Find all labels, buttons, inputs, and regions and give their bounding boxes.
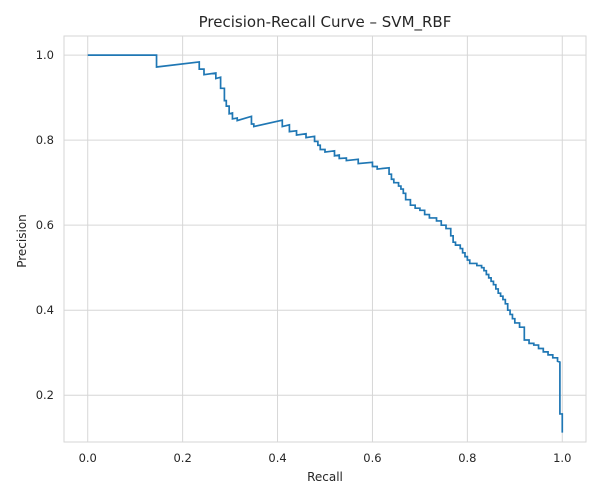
gridlines — [64, 36, 586, 442]
tick-labels: 0.0 0.2 0.4 0.6 0.8 1.0 0.2 0.4 0.6 0.8 1.0 — [36, 48, 572, 465]
x-tick-label: 0.0 — [79, 451, 97, 465]
series-layer — [87, 54, 564, 433]
plot-frame — [63, 35, 587, 443]
x-tick-label: 0.8 — [458, 451, 476, 465]
y-tick-label: 0.2 — [36, 388, 54, 402]
y-axis-label: Precision — [15, 214, 29, 268]
x-axis-label: Recall — [307, 470, 343, 484]
y-tick-label: 0.8 — [36, 133, 54, 147]
pr-curve-line — [87, 54, 564, 433]
x-tick-label: 1.0 — [553, 451, 571, 465]
y-tick-label: 0.6 — [36, 218, 54, 232]
x-tick-label: 0.6 — [363, 451, 381, 465]
chart-title: Precision-Recall Curve – SVM_RBF — [199, 13, 452, 32]
x-tick-label: 0.4 — [268, 451, 286, 465]
x-tick-label: 0.2 — [173, 451, 191, 465]
y-tick-label: 0.4 — [36, 303, 54, 317]
y-tick-label: 1.0 — [36, 48, 54, 62]
